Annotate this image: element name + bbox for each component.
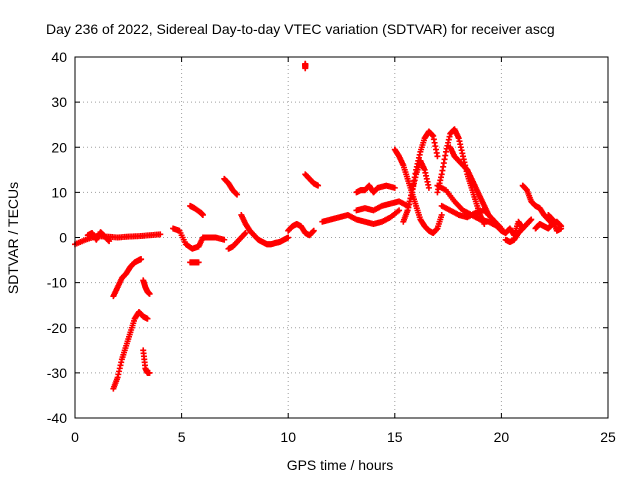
- data-points: [72, 60, 565, 392]
- x-tick-label: 10: [280, 429, 296, 445]
- x-tick-label: 20: [494, 429, 510, 445]
- axes: [74, 56, 609, 419]
- y-tick-label: -10: [47, 275, 67, 291]
- data-point: [221, 236, 228, 243]
- data-point: [315, 182, 322, 189]
- x-tick-label: 0: [71, 429, 79, 445]
- x-tick-label: 5: [178, 429, 186, 445]
- data-point: [144, 315, 151, 322]
- data-point: [199, 211, 206, 218]
- data-point: [302, 65, 309, 72]
- data-point: [519, 225, 526, 232]
- y-tick-label: 30: [51, 94, 67, 110]
- data-point: [434, 153, 441, 160]
- y-axis-label: SDTVAR / TECUs: [5, 182, 21, 294]
- data-point: [234, 191, 241, 198]
- x-axis-label: GPS time / hours: [287, 457, 394, 473]
- data-point: [391, 184, 398, 191]
- plot-frame: [74, 56, 609, 419]
- data-point: [438, 211, 445, 218]
- data-point: [310, 227, 317, 234]
- data-point: [396, 207, 403, 214]
- data-point: [242, 229, 249, 236]
- data-point: [146, 369, 153, 376]
- data-point: [195, 259, 202, 266]
- y-tick-label: 40: [51, 49, 67, 65]
- data-point: [528, 216, 535, 223]
- y-tick-label: 20: [51, 139, 67, 155]
- data-point: [106, 238, 113, 245]
- y-tick-label: 10: [51, 184, 67, 200]
- y-tick-label: -30: [47, 365, 67, 381]
- data-point: [157, 231, 164, 238]
- y-tick-label: 0: [59, 230, 67, 246]
- y-tick-label: -40: [47, 410, 67, 426]
- tick-labels: 0 5 10 15 20 25 -40 -30 -20 -10 0 10 20 30 40: [47, 49, 616, 445]
- x-tick-label: 25: [600, 429, 616, 445]
- data-point: [285, 234, 292, 241]
- data-point: [558, 225, 565, 232]
- grid: [75, 57, 608, 418]
- data-point: [138, 256, 145, 263]
- data-point: [425, 184, 432, 191]
- chart-title: Day 236 of 2022, Sidereal Day-to-day VTE…: [46, 21, 555, 37]
- data-point: [146, 290, 153, 297]
- x-tick-label: 15: [387, 429, 403, 445]
- y-tick-label: -20: [47, 320, 67, 336]
